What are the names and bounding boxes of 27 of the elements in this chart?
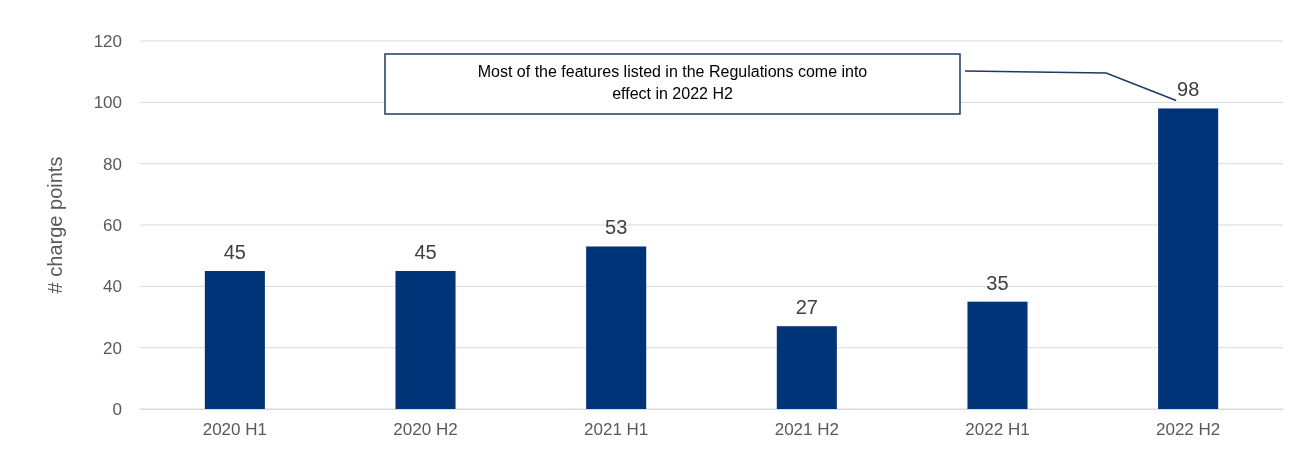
data-label: 98: [1177, 78, 1200, 101]
y-tick-label: 60: [103, 215, 122, 235]
y-tick-label: 20: [103, 338, 122, 358]
y-tick-label: 40: [103, 277, 122, 297]
y-tick-label: 0: [112, 399, 122, 419]
data-label: 35: [986, 271, 1009, 294]
y-tick-label: 120: [93, 31, 122, 51]
y-axis-title: # charge points: [44, 156, 66, 294]
annotation: Most of the features listed in the Regulations come into effect in 2022 H2: [477, 63, 868, 102]
bar: [204, 271, 265, 409]
data-label: 27: [795, 296, 818, 319]
bar: [1158, 108, 1219, 409]
x-tick-label: 2022 H1: [965, 420, 1030, 440]
bar: [395, 271, 456, 409]
x-tick-label: 2020 H1: [202, 420, 267, 440]
data-label: 45: [414, 241, 437, 263]
data-label: 45: [223, 241, 246, 263]
data-label: 53: [605, 216, 628, 239]
bar: [967, 301, 1028, 409]
x-tick-label: 2022 H2: [1156, 420, 1221, 440]
x-tick-label: 2021 H1: [584, 420, 649, 440]
y-tick-label: 100: [93, 93, 122, 113]
x-tick-label: 2021 H2: [774, 420, 839, 440]
y-tick-label: 80: [103, 154, 122, 174]
bar: [776, 326, 837, 409]
bar: [586, 246, 647, 409]
x-tick-label: 2020 H2: [393, 420, 458, 440]
